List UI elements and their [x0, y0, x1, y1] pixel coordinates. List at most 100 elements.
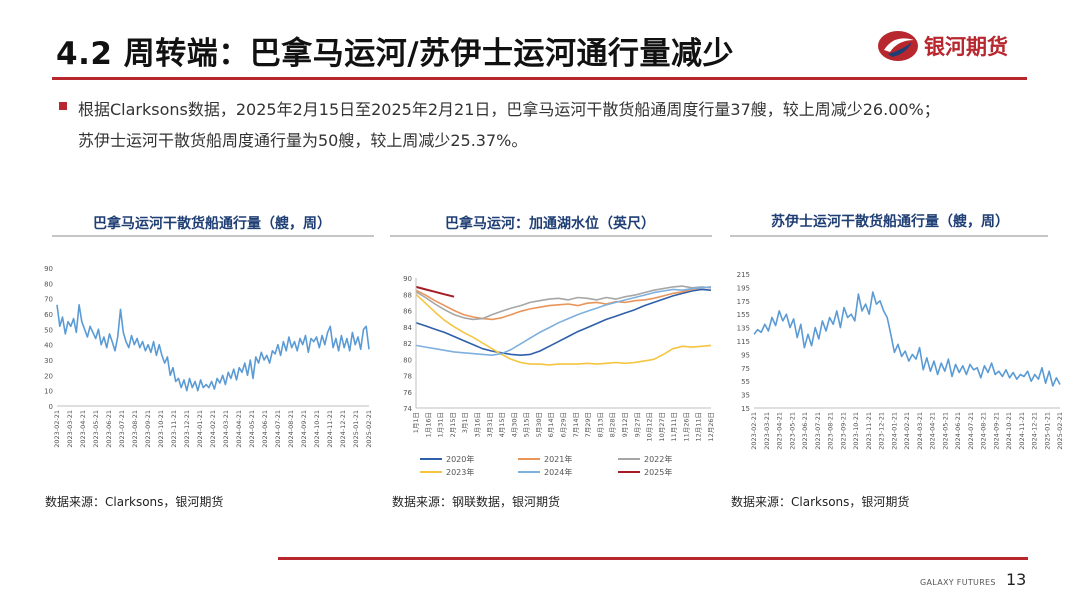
panama-y-tick-label: 0	[49, 403, 53, 411]
suez-y-tick-label: 215	[737, 271, 750, 279]
gatun-x-tick-label: 12月26日	[707, 412, 715, 442]
suez-x-tick-label: 2023-06-21	[801, 412, 809, 450]
suez-y-tick-label: 75	[741, 365, 750, 373]
gatun-legend-label-5: 2025年	[644, 467, 672, 477]
title-divider	[52, 77, 1027, 80]
panama-x-tick-label: 2024-12-21	[339, 410, 347, 448]
panama-x-tick-label: 2023-03-21	[66, 410, 74, 448]
suez-y-tick-label: 95	[741, 351, 750, 359]
footer-divider	[278, 557, 1028, 560]
suez-x-tick-label: 2024-11-21	[1018, 412, 1026, 450]
suez-x-tick-label: 2024-05-21	[941, 412, 949, 450]
gatun-y-tick-label: 86	[403, 308, 412, 316]
suez-x-tick-label: 2023-11-21	[865, 412, 873, 450]
panel-2-source: 数据来源：钢联数据，银河期货	[392, 495, 561, 509]
panama-x-tick-label: 2023-05-21	[92, 410, 100, 448]
panama-x-tick-label: 2023-10-21	[157, 410, 165, 448]
panama-x-tick-label: 2023-08-21	[131, 410, 139, 448]
suez-y-tick-label: 195	[737, 284, 750, 292]
gatun-x-tick-label: 6月14日	[547, 412, 555, 437]
gatun-x-tick-label: 12月11日	[695, 412, 703, 442]
panama-x-tick-label: 2024-02-21	[209, 410, 217, 448]
suez-x-tick-label: 2023-04-21	[776, 412, 784, 450]
suez-x-tick-label: 2025-02-21	[1056, 412, 1064, 450]
gatun-legend-label-0: 2020年	[446, 454, 474, 464]
panama-y-tick-label: 40	[44, 342, 53, 350]
gatun-x-tick-label: 4月15日	[498, 412, 506, 437]
panama-y-tick-label: 10	[44, 388, 53, 396]
gatun-y-tick-label: 90	[403, 275, 412, 283]
panel-1-title: 巴拿马运河干散货船通行量（艘，周）	[93, 216, 331, 232]
gatun-x-tick-label: 3月16日	[473, 412, 481, 437]
suez-x-tick-label: 2024-06-21	[954, 412, 962, 450]
gatun-x-tick-label: 3月1日	[461, 412, 469, 433]
gatun-y-tick-label: 80	[403, 356, 412, 364]
suez-x-tick-label: 2023-10-21	[852, 412, 860, 450]
suez-transits-chart: 15 35 55 75 95 115 135 155 175 195 215 2023-02-21 20…	[737, 271, 1064, 450]
panama-x-tick-label: 2023-04-21	[79, 410, 87, 448]
suez-y-tick-label: 55	[741, 378, 750, 386]
panama-x-tick-label: 2023-06-21	[105, 410, 113, 448]
galaxy-logo-icon	[878, 31, 918, 61]
gatun-x-tick-label: 10月12日	[646, 412, 654, 442]
suez-x-tick-label: 2025-01-21	[1043, 412, 1051, 450]
panama-y-tick-label: 20	[44, 372, 53, 380]
suez-x-tick-label: 2024-02-21	[903, 412, 911, 450]
panama-x-tick-label: 2024-01-21	[196, 410, 204, 448]
suez-y-tick-label: 175	[737, 298, 750, 306]
panama-y-tick-label: 50	[44, 326, 53, 334]
panel-2-title: 巴拿马运河：加通湖水位（英尺）	[445, 216, 655, 232]
suez-y-tick-label: 155	[737, 311, 750, 319]
gatun-y-tick-label: 82	[403, 340, 412, 348]
panama-x-tick-label: 2023-12-21	[183, 410, 191, 448]
gatun-x-tick-label: 6月29日	[560, 412, 568, 437]
gatun-legend-label-1: 2021年	[544, 454, 572, 464]
suez-x-tick-label: 2023-12-21	[878, 412, 886, 450]
gatun-series-line-3	[415, 293, 712, 366]
gatun-x-tick-label: 3月31日	[486, 412, 494, 437]
panama-x-tick-label: 2023-02-21	[53, 410, 61, 448]
suez-x-tick-label: 2023-03-21	[763, 412, 771, 450]
panama-x-tick-label: 2024-10-21	[313, 410, 321, 448]
panama-x-tick-label: 2024-09-21	[300, 410, 308, 448]
suez-x-tick-label: 2024-10-21	[1005, 412, 1013, 450]
panama-x-tick-label: 2023-07-21	[118, 410, 126, 448]
suez-x-tick-label: 2024-09-21	[992, 412, 1000, 450]
panel-2-divider	[390, 235, 712, 237]
suez-x-tick-label: 2023-08-21	[827, 412, 835, 450]
gatun-series-line-5	[415, 285, 455, 298]
panama-x-tick-label: 2024-03-21	[222, 410, 230, 448]
bullet-square-icon	[59, 102, 67, 110]
summary-text: 根据Clarksons数据，2025年2月15日至2025年2月21日，巴拿马运…	[78, 94, 1038, 156]
panama-x-tick-label: 2024-07-21	[274, 410, 282, 448]
gatun-legend-label-3: 2023年	[446, 467, 474, 477]
page-number: 13	[1006, 570, 1027, 589]
logo-text: 银河期货	[924, 35, 1008, 59]
galaxy-futures-logo: 银河期货	[876, 26, 1036, 66]
panama-x-tick-label: 2025-02-21	[365, 410, 373, 448]
panama-y-tick-label: 80	[44, 280, 53, 288]
panama-y-tick-label: 90	[44, 265, 53, 273]
gatun-series-line-4	[415, 286, 712, 356]
gatun-x-tick-label: 7月29日	[584, 412, 592, 437]
gatun-x-tick-label: 5月30日	[535, 412, 543, 437]
suez-y-tick-label: 115	[737, 338, 750, 346]
gatun-x-tick-label: 10月27日	[658, 412, 666, 442]
gatun-lake-level-chart: 74 76 78 80 82 84 86 88 90 1月1日 1月16日 1月31日 2月15日 3月1…	[403, 275, 715, 477]
suez-x-tick-label: 2024-08-21	[980, 412, 988, 450]
gatun-y-tick-label: 78	[403, 373, 412, 381]
gatun-y-tick-label: 84	[403, 324, 412, 332]
panama-y-tick-label: 30	[44, 357, 53, 365]
gatun-x-tick-label: 7月14日	[572, 412, 580, 437]
panama-transits-chart: 0 10 20 30 40 50 60 70 80 90 2023-02-21 2023-03-21 2…	[44, 265, 373, 448]
panel-3-divider	[730, 235, 1048, 237]
gatun-x-tick-label: 1月16日	[424, 412, 432, 437]
gatun-x-tick-label: 1月31日	[437, 412, 445, 437]
suez-x-tick-label: 2024-03-21	[916, 412, 924, 450]
gatun-x-tick-label: 9月12日	[621, 412, 629, 437]
gatun-x-tick-label: 8月13日	[596, 412, 604, 437]
gatun-x-tick-label: 4月30日	[510, 412, 518, 437]
summary-line-2: 苏伊士运河干散货船周度通行量为50艘，较上周减少25.37%。	[78, 131, 528, 150]
suez-x-tick-label: 2024-12-21	[1031, 412, 1039, 450]
gatun-series-line-0	[415, 288, 712, 356]
